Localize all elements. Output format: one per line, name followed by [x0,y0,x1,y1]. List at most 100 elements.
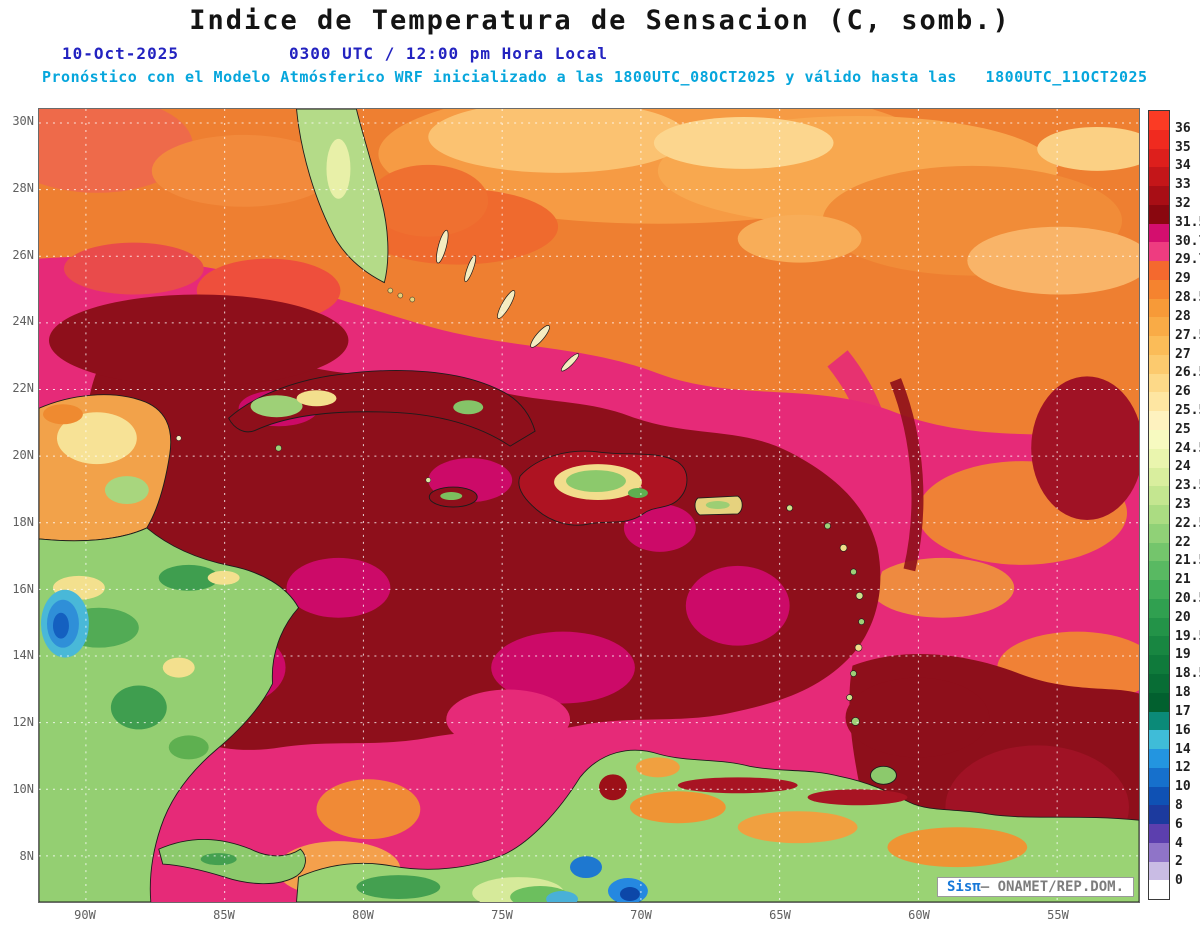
legend-color-swatch [1149,805,1169,825]
legend-tick-label: 27.5 [1175,327,1200,343]
legend-tick-label: 28 [1175,308,1191,324]
lat-axis-label: 24N [12,314,34,329]
lon-axis-label: 80W [352,908,374,922]
legend-tick-label: 21.5 [1175,553,1200,569]
lon-axis-label: 90W [74,908,96,922]
land-layer [39,109,1139,902]
legend-color-swatch [1149,786,1169,806]
forecast-time: 0300 UTC / 12:00 pm Hora Local [288,44,608,63]
legend-color-swatch [1149,261,1169,280]
legend-color-swatch [1149,561,1169,581]
legend-color-swatch [1149,692,1169,712]
lat-axis-label: 12N [12,715,34,730]
lat-axis-label: 16N [12,581,34,596]
legend-color-swatch [1149,617,1169,637]
land-yucatan [39,394,182,542]
legend-tick-label: 0 [1175,873,1183,889]
land-florida [296,109,416,303]
legend-color-swatch [1149,167,1169,187]
legend-tick-label: 32 [1175,196,1191,212]
legend-color-swatch [1149,467,1169,487]
land-central-america [39,527,300,902]
legend-tick-label: 35 [1175,139,1191,155]
legend-color-swatch [1149,842,1169,862]
legend-tick-label: 19.5 [1175,628,1200,644]
legend-tick-label: 8 [1175,797,1183,813]
legend-color-swatch [1149,204,1169,224]
lon-axis-label: 55W [1047,908,1069,922]
legend-color-swatch [1149,580,1169,599]
legend-color-swatch [1149,749,1169,768]
legend-color-swatch [1149,279,1169,299]
sea-contours-layer [39,109,1139,902]
island-puerto-rico [694,495,743,516]
legend-color-swatch [1149,336,1169,355]
legend-tick-label: 20 [1175,609,1191,625]
legend-tick-label: 19 [1175,647,1191,663]
legend-tick-label: 22 [1175,534,1191,550]
forecast-date: 10-Oct-2025 [62,44,179,63]
legend-tick-label: 30.7 [1175,233,1200,249]
legend-tick-label: 14 [1175,741,1191,757]
legend-color-swatch [1149,861,1169,881]
legend-color-swatch [1149,523,1169,543]
credit-app-name: Sisπ [946,879,981,895]
legend-tick-label: 18.5 [1175,666,1200,682]
lon-axis-label: 65W [769,908,791,922]
legend-color-swatch [1149,129,1169,149]
lat-axis-label: 22N [12,381,34,396]
legend-color-swatch [1149,298,1169,318]
lat-axis-label: 28N [12,180,34,195]
legend-color-swatch [1149,242,1169,262]
page-title: Indice de Temperatura de Sensacion (C, s… [189,5,1011,36]
legend-color-swatch [1149,392,1169,412]
subtitle-datetime: 10-Oct-2025 0300 UTC / 12:00 pm Hora Loc… [62,44,608,63]
legend-tick-label: 25.5 [1175,402,1200,418]
legend-color-swatch [1149,317,1169,337]
lat-axis-label: 18N [12,514,34,529]
islands-bahamas [436,229,580,372]
legend-tick-label: 22.5 [1175,515,1200,531]
legend-color-swatch [1149,373,1169,393]
legend-color-swatch [1149,148,1169,168]
island-trinidad [870,765,897,785]
legend-tick-label: 26 [1175,384,1191,400]
legend-tick-label: 16 [1175,722,1191,738]
legend-tick-label: 25 [1175,421,1191,437]
lon-axis-label: 75W [491,908,513,922]
heat-index-map-canvas [39,109,1139,902]
island-cayman [425,477,432,483]
legend-color-swatch [1149,486,1169,506]
legend-color-swatch [1149,411,1169,431]
lat-axis-label: 14N [12,648,34,663]
legend-tick-label: 4 [1175,835,1183,851]
legend-color-swatch [1149,111,1169,130]
legend-color-swatch [1149,186,1169,205]
legend-tick-label: 20.5 [1175,591,1200,607]
legend-color-swatch [1149,730,1169,750]
legend-color-swatch [1149,505,1169,524]
credit-separator: — [980,879,998,895]
legend-tick-label: 28.5 [1175,290,1200,306]
islands-lesser-antilles [786,504,865,726]
legend-color-swatch [1149,673,1169,693]
legend-tick-label: 6 [1175,816,1183,832]
land-panama [158,838,306,885]
lat-axis-label: 10N [12,782,34,796]
legend-color-swatch [1149,598,1169,618]
legend-tick-label: 36 [1175,120,1191,136]
legend-tick-label: 31.5 [1175,214,1200,230]
legend-color-swatch [1149,636,1169,656]
map-frame: Sisπ— ONAMET/REP.DOM. [38,108,1140,903]
legend-tick-label: 33 [1175,177,1191,193]
lon-axis-label: 70W [630,908,652,922]
legend-tick-label: 27 [1175,346,1191,362]
legend-tick-label: 10 [1175,779,1191,795]
subtitle-model-line: Pronóstico con el Modelo Atmósferico WRF… [42,68,1148,86]
legend-color-swatch [1149,655,1169,674]
legend-tick-label: 24 [1175,459,1191,475]
lon-axis-label: 60W [908,908,930,922]
lat-lon-gridlines [39,109,1139,902]
legend-colorbar [1148,110,1170,900]
